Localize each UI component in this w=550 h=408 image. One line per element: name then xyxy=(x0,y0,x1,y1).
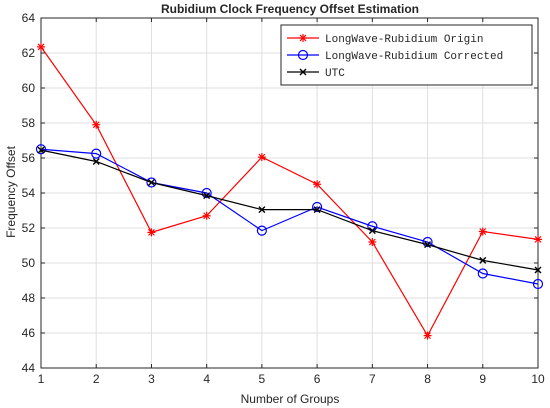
data-point xyxy=(478,227,487,236)
y-tick-label: 58 xyxy=(22,116,36,130)
x-tick-label: 6 xyxy=(314,372,321,386)
legend-item: UTC xyxy=(287,68,345,80)
data-point xyxy=(37,42,45,51)
data-point xyxy=(258,206,266,214)
data-point xyxy=(368,227,376,235)
data-point xyxy=(368,238,377,246)
series-layer xyxy=(35,42,544,340)
y-tick-label: 48 xyxy=(22,291,36,305)
x-tick-label: 4 xyxy=(203,372,210,386)
y-tick-label: 46 xyxy=(22,326,36,340)
legend-label: LongWave-Rubidium Corrected xyxy=(325,51,503,63)
data-point xyxy=(147,179,155,186)
series-line xyxy=(40,149,539,271)
data-point xyxy=(201,187,212,199)
data-point xyxy=(422,236,433,248)
legend-item: LongWave-Rubidium Origin xyxy=(287,34,483,46)
data-point xyxy=(534,266,542,274)
x-tick-label: 10 xyxy=(531,372,545,386)
data-point xyxy=(146,177,157,188)
legend-box xyxy=(280,24,533,86)
x-tick-label: 8 xyxy=(424,372,431,386)
series-line xyxy=(40,46,539,337)
data-point xyxy=(202,211,211,220)
y-tick-label: 60 xyxy=(22,81,36,95)
series-1 xyxy=(37,42,542,340)
legend: LongWave-Rubidium Origin LongWave-Rubidiu… xyxy=(280,24,533,86)
x-tick-label: 3 xyxy=(148,372,155,386)
data-point xyxy=(313,180,322,189)
legend-marker xyxy=(299,68,307,76)
legend-marker xyxy=(299,34,307,42)
data-point xyxy=(35,144,47,155)
y-axis-label: Frequency Offset xyxy=(4,145,18,237)
y-tick-label: 56 xyxy=(22,151,36,165)
chart-title: Rubidium Clock Frequency Offset Estimati… xyxy=(161,2,419,16)
x-axis-label: Number of Groups xyxy=(241,392,340,406)
data-point xyxy=(477,268,488,279)
y-tick-label: 54 xyxy=(22,186,36,200)
y-tick-label: 52 xyxy=(22,221,36,235)
data-point xyxy=(532,278,544,290)
data-point xyxy=(147,228,156,237)
series-line xyxy=(40,148,539,285)
data-point xyxy=(256,225,267,236)
data-point xyxy=(91,148,102,159)
x-tick-label: 7 xyxy=(369,372,376,386)
series-3 xyxy=(37,146,542,274)
data-point xyxy=(534,235,542,244)
data-point xyxy=(312,201,323,213)
data-point xyxy=(423,331,432,340)
data-point xyxy=(424,241,432,249)
series-2 xyxy=(35,144,544,290)
y-tick-label: 64 xyxy=(22,11,36,25)
y-tick-label: 62 xyxy=(22,46,36,60)
legend-item: LongWave-Rubidium Corrected xyxy=(287,49,503,63)
x-tick-label: 9 xyxy=(479,372,486,386)
data-point xyxy=(257,153,266,162)
data-point xyxy=(479,256,487,264)
data-point xyxy=(313,206,321,214)
y-tick-label: 50 xyxy=(22,256,36,270)
legend-marker xyxy=(297,49,309,61)
y-tick-label: 44 xyxy=(22,361,36,375)
data-point xyxy=(92,120,101,129)
data-point xyxy=(92,158,100,165)
x-tick-label: 1 xyxy=(38,372,45,386)
data-point xyxy=(203,192,211,200)
legend-label: UTC xyxy=(325,68,345,80)
x-tick-label: 2 xyxy=(93,372,100,386)
data-point xyxy=(37,146,45,154)
legend-label: LongWave-Rubidium Origin xyxy=(325,34,483,46)
x-tick-label: 5 xyxy=(259,372,266,386)
